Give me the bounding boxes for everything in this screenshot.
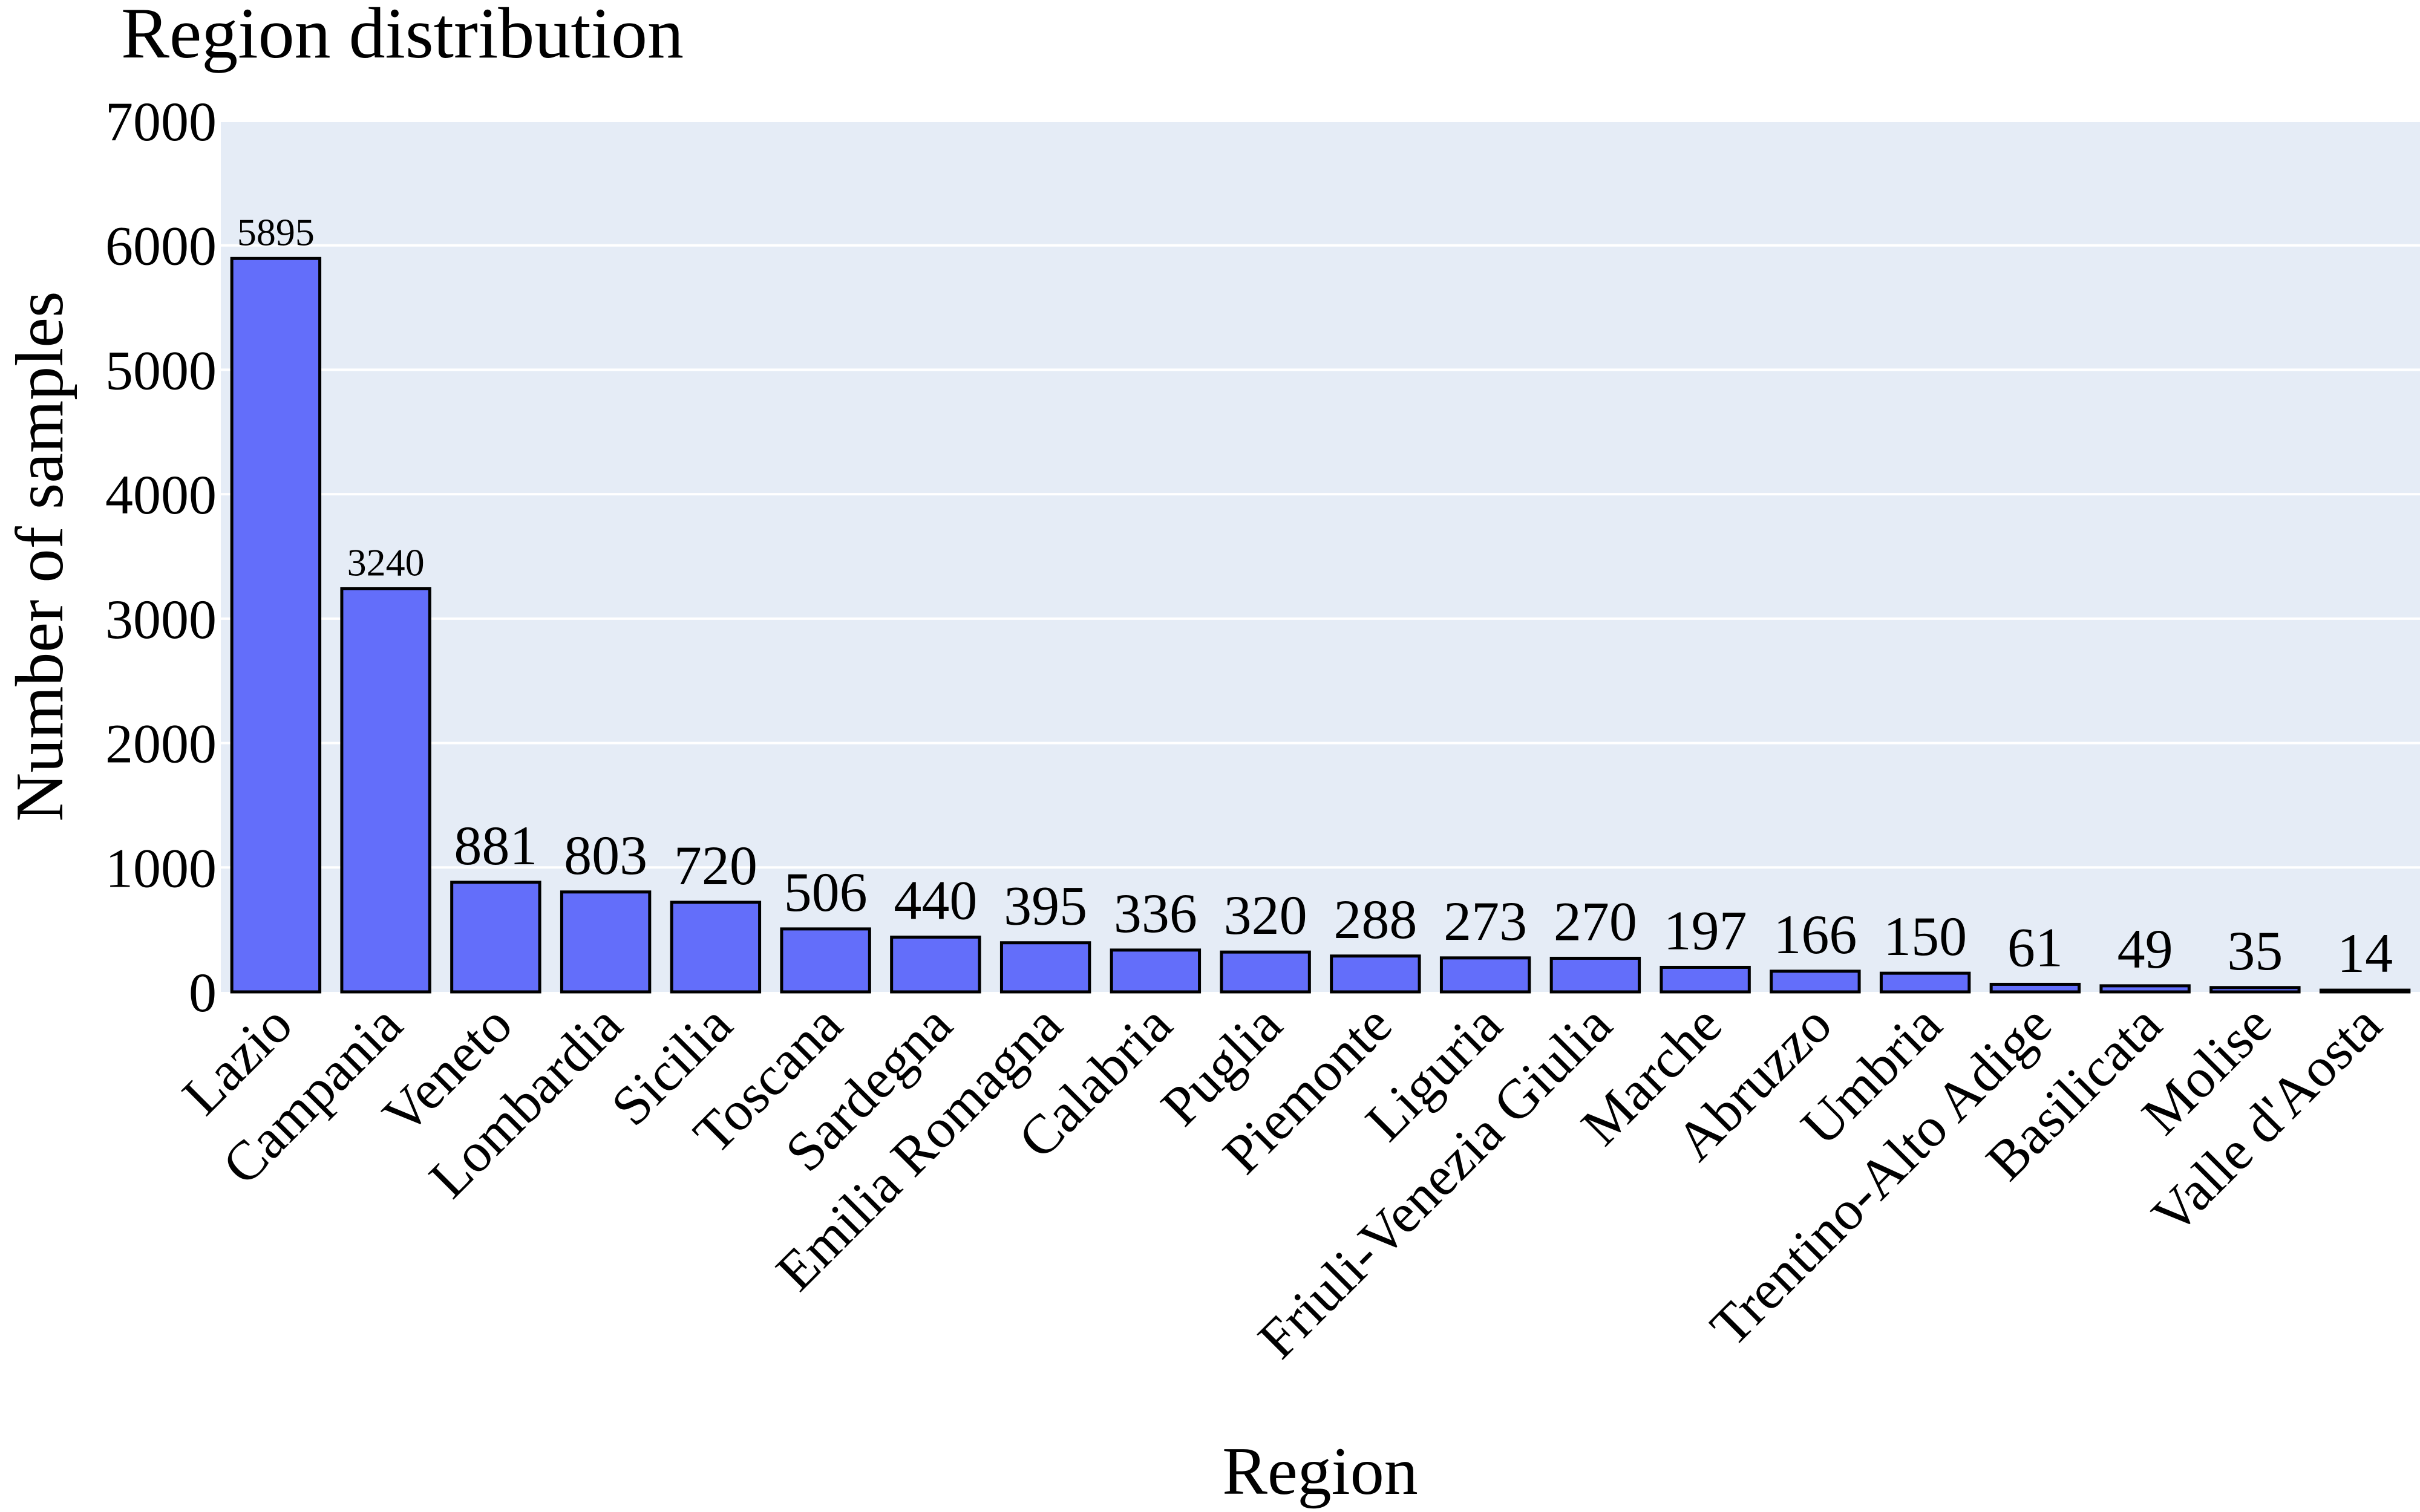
gridlines — [221, 120, 2420, 869]
bar — [560, 890, 652, 994]
y-tick-label: 4000 — [105, 464, 217, 526]
bar — [2209, 986, 2301, 994]
data-label: 14 — [2337, 922, 2393, 984]
data-label: 395 — [1004, 875, 1087, 937]
data-label: 320 — [1224, 884, 1307, 946]
data-label: 166 — [1773, 904, 1857, 965]
data-label: 197 — [1664, 899, 1747, 961]
bar — [1879, 971, 1971, 994]
bar — [1220, 950, 1311, 994]
data-label: 720 — [674, 835, 757, 896]
data-label: 61 — [2007, 916, 2063, 978]
bar — [1110, 948, 1202, 994]
plot-area — [221, 121, 2420, 992]
data-label: 803 — [564, 824, 647, 886]
y-axis-ticks: 0 1000 2000 3000 4000 5000 6000 7000 — [105, 91, 217, 1023]
data-label: 881 — [454, 815, 537, 876]
data-label: 35 — [2227, 920, 2283, 982]
data-label: 506 — [784, 861, 868, 923]
bar — [340, 587, 431, 994]
y-axis-title: Number of samples — [2, 291, 77, 821]
y-tick-label: 5000 — [105, 339, 217, 401]
bar — [1660, 965, 1751, 994]
chart-title: Region distribution — [121, 0, 684, 73]
data-label: 3240 — [347, 541, 425, 584]
bar — [780, 927, 871, 994]
bar — [1989, 982, 2081, 994]
bar — [1770, 969, 1861, 994]
data-label: 270 — [1554, 890, 1637, 952]
y-tick-label: 3000 — [105, 588, 217, 650]
bar — [890, 935, 981, 994]
data-label: 440 — [894, 869, 977, 931]
y-tick-label: 0 — [189, 962, 217, 1023]
x-axis-title: Region — [1222, 1434, 1418, 1509]
bars — [230, 256, 2411, 994]
bar — [2099, 984, 2191, 994]
data-labels: 5895 3240 881 803 720 506 440 395 336 320 288 273 27… — [237, 210, 2393, 984]
data-label: 5895 — [237, 210, 315, 253]
x-axis-ticks: LazioCampaniaVenetoLombardiaSiciliaTosca… — [171, 993, 2393, 1370]
data-label: 336 — [1114, 882, 1197, 944]
bar — [670, 901, 762, 994]
bar — [450, 881, 541, 994]
data-label: 150 — [1883, 905, 1967, 967]
y-tick-label: 6000 — [105, 215, 217, 277]
bar — [999, 941, 1091, 994]
y-tick-label: 1000 — [105, 837, 217, 899]
data-label: 288 — [1333, 888, 1417, 950]
y-tick-label: 2000 — [105, 713, 217, 775]
bar — [1330, 954, 1421, 994]
bar — [230, 256, 322, 994]
bar — [1549, 956, 1641, 994]
data-label: 273 — [1444, 890, 1527, 952]
bar — [1439, 956, 1531, 994]
y-tick-label: 7000 — [105, 91, 217, 152]
bar — [2319, 988, 2411, 994]
data-label: 49 — [2118, 918, 2173, 980]
